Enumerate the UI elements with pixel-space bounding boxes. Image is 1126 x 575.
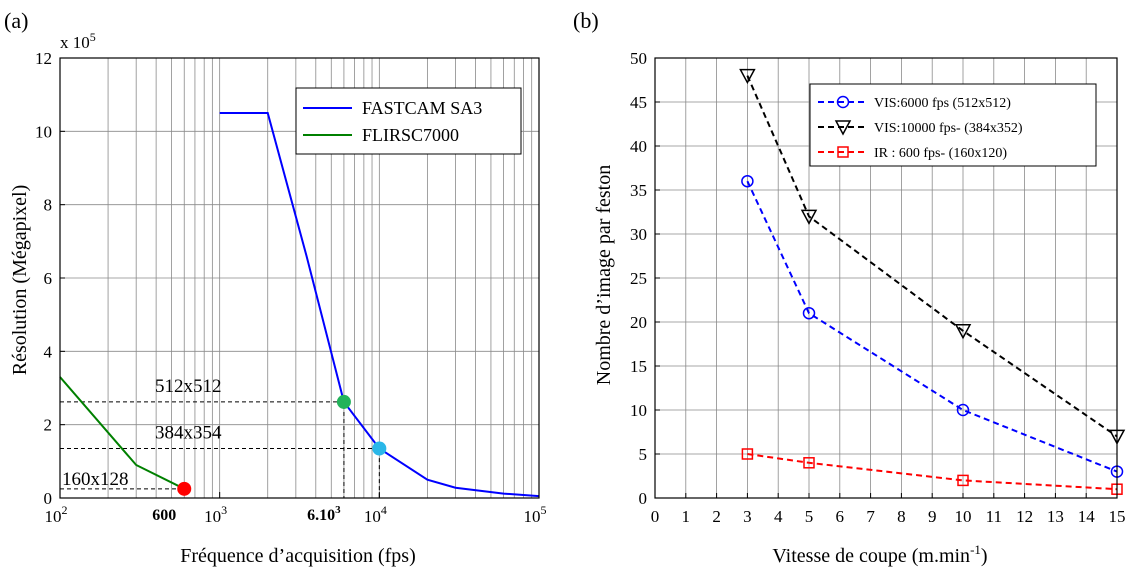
data-point	[803, 457, 815, 469]
reference-line	[60, 488, 185, 498]
y-tick-label: 8	[44, 196, 53, 215]
reference-label: 512x512	[155, 376, 222, 397]
x-tick-label: 102	[45, 503, 68, 526]
legend-label: FASTCAM SA3	[362, 98, 482, 118]
reference-label: 384x354	[155, 423, 222, 444]
legend-label: VIS:10000 fps- (384x352)	[874, 121, 1023, 136]
x-tick-label: 1	[682, 507, 691, 526]
x-annotation: 6.103	[307, 504, 341, 524]
data-point	[741, 448, 754, 460]
y-tick-label: 4	[44, 342, 53, 361]
data-point	[741, 174, 754, 188]
reference-line	[60, 448, 380, 498]
y-multiplier-label: x 105	[60, 30, 96, 52]
data-point	[954, 324, 972, 340]
x-tick-label: 103	[204, 503, 227, 526]
y-tick-label: 15	[630, 357, 647, 376]
legend-box	[809, 83, 1097, 167]
legend-label: IR : 600 fps- (160x120)	[874, 146, 1007, 161]
y-tick-label: 30	[630, 225, 647, 244]
x-tick-label: 13	[1047, 507, 1064, 526]
y-axis-label-a: Résolution (Mégapixel)	[9, 185, 31, 376]
y-tick-label: 20	[630, 313, 647, 332]
data-point	[836, 95, 850, 109]
x-tick-label: 104	[364, 503, 387, 526]
y-tick-label: 50	[630, 49, 647, 68]
highlight-marker	[177, 481, 192, 496]
highlight-marker	[336, 394, 351, 409]
y-tick-label: 10	[35, 122, 52, 141]
x-tick-label: 10	[955, 507, 972, 526]
data-point	[837, 146, 849, 158]
legend-box	[295, 87, 522, 155]
x-tick-label: 4	[774, 507, 783, 526]
y-tick-label: 12	[35, 49, 52, 68]
panel-label-a: (a)	[4, 8, 28, 33]
legend-a: FASTCAM SA3 FLIRSC7000	[295, 87, 522, 155]
panel-label-b: (b)	[573, 8, 599, 33]
data-point	[956, 403, 970, 417]
y-tick-label: 5	[639, 445, 648, 464]
x-tick-label: 12	[1016, 507, 1033, 526]
x-axis-label-b: Vitesse de coupe (m.min-1)	[772, 542, 987, 567]
data-point	[834, 120, 852, 136]
y-tick-label: 6	[44, 269, 53, 288]
legend-label: FLIRSC7000	[362, 125, 459, 145]
x-tick-label: 3	[743, 507, 752, 526]
x-tick-label: 8	[897, 507, 906, 526]
series-line	[746, 180, 1118, 473]
x-tick-label: 5	[805, 507, 814, 526]
legend-b: VIS:6000 fps (512x512) VIS:10000 fps- (38…	[809, 83, 1097, 167]
x-tick-label: 7	[866, 507, 875, 526]
data-point	[802, 306, 816, 320]
x-tick-label: 15	[1109, 507, 1126, 526]
y-tick-label: 35	[630, 181, 647, 200]
x-tick-label: 2	[712, 507, 721, 526]
y-tick-label: 0	[639, 489, 648, 508]
series-line	[747, 453, 1118, 491]
highlight-marker	[372, 441, 387, 456]
data-point	[739, 68, 756, 85]
y-tick-label: 0	[44, 489, 53, 508]
y-tick-label: 2	[44, 416, 53, 435]
y-axis-label-b: Nombre d’image par feston	[593, 165, 615, 385]
x-tick-label: 14	[1078, 507, 1096, 526]
x-tick-label: 105	[524, 503, 547, 526]
y-tick-label: 10	[630, 401, 647, 420]
x-tick-label: 0	[651, 507, 660, 526]
x-tick-label: 6	[836, 507, 845, 526]
y-tick-label: 25	[630, 269, 647, 288]
plot-area-a: 0 2 4 6 8 10 12 102 103 104 105 512x512 384x354 160x1…	[35, 49, 547, 526]
y-tick-label: 40	[630, 137, 647, 156]
x-annotation: 600	[152, 507, 176, 524]
data-point	[800, 209, 818, 225]
legend-label: VIS:6000 fps (512x512)	[874, 96, 1011, 111]
data-point	[957, 474, 969, 487]
x-axis-label-a: Fréquence d’acquisition (fps)	[180, 545, 415, 567]
x-tick-label: 11	[986, 507, 1002, 526]
y-tick-label: 45	[630, 93, 647, 112]
series-line	[59, 376, 185, 490]
x-tick-label: 9	[928, 507, 937, 526]
reference-label: 160x128	[62, 469, 129, 490]
